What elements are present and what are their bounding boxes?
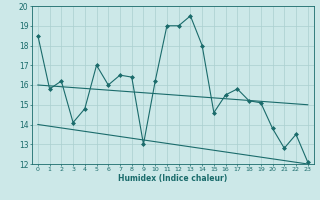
X-axis label: Humidex (Indice chaleur): Humidex (Indice chaleur) — [118, 174, 228, 183]
